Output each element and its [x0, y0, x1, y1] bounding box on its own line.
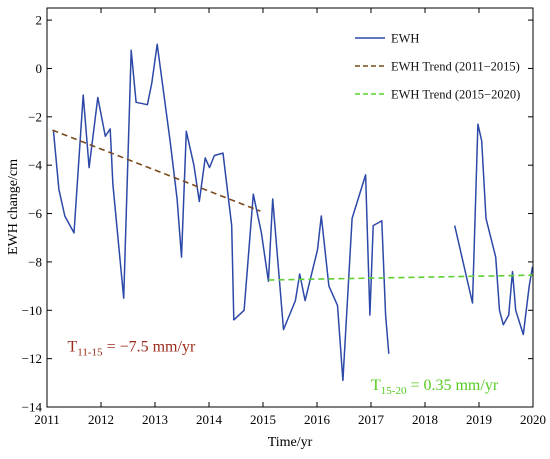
y-tick-label: −8 — [28, 254, 42, 269]
series-line-2-segment-0 — [268, 274, 533, 281]
trend-annotation-subscript: 11-15 — [77, 346, 103, 358]
x-tick-label: 2019 — [466, 412, 492, 427]
legend-label-2: EWH Trend (2015−2020) — [391, 88, 520, 102]
x-axis: 2011 2012 2013 2014 2015 2016 2017 2018 2019 2020 — [34, 8, 546, 427]
x-tick-label: 2020 — [520, 412, 546, 427]
y-axis-label: EWH change/cm — [6, 159, 21, 255]
y-tick-label: 0 — [36, 61, 43, 76]
trend-annotation-trend1: T11-15 = −7.5 mm/yr — [68, 338, 196, 358]
trend-annotation-value: = 0.35 mm/yr — [406, 377, 498, 394]
y-tick-label: −14 — [22, 400, 43, 415]
legend: EWH EWH Trend (2011−2015) EWH Trend (2015−… — [355, 32, 520, 102]
trend-annotation-symbol: T — [371, 377, 381, 394]
x-tick-label: 2014 — [196, 412, 223, 427]
y-tick-label: −12 — [22, 351, 42, 366]
series-line-0-segment-0 — [52, 43, 390, 382]
x-tick-label: 2016 — [304, 412, 331, 427]
x-tick-label: 2012 — [88, 412, 114, 427]
x-tick-label: 2017 — [358, 412, 385, 427]
x-tick-label: 2018 — [412, 412, 438, 427]
x-tick-label: 2015 — [250, 412, 276, 427]
x-tick-label: 2013 — [142, 412, 168, 427]
series-line-0-segment-1 — [453, 123, 534, 336]
trend-annotation-value: = −7.5 mm/yr — [103, 338, 196, 355]
legend-label-0: EWH — [391, 32, 419, 46]
y-axis: 2 0 −2 −4 −6 −8 −10 −12 −14 — [22, 13, 533, 415]
trend-annotation-symbol: T — [68, 338, 78, 355]
plot-frame — [46, 7, 534, 408]
legend-label-1: EWH Trend (2011−2015) — [391, 60, 520, 74]
y-tick-label: −10 — [22, 303, 42, 318]
y-tick-label: −6 — [28, 206, 42, 221]
series-line-1-segment-0 — [52, 129, 261, 212]
trend-annotation-trend2: T15-20 = 0.35 mm/yr — [371, 377, 499, 397]
x-axis-label: Time/yr — [268, 435, 313, 450]
y-tick-label: −2 — [28, 109, 42, 124]
x-tick-label: 2011 — [34, 412, 60, 427]
plot-content — [52, 43, 534, 382]
y-tick-label: −4 — [28, 158, 42, 173]
y-tick-label: 2 — [36, 13, 43, 28]
trend-annotation-subscript: 15-20 — [381, 385, 407, 397]
